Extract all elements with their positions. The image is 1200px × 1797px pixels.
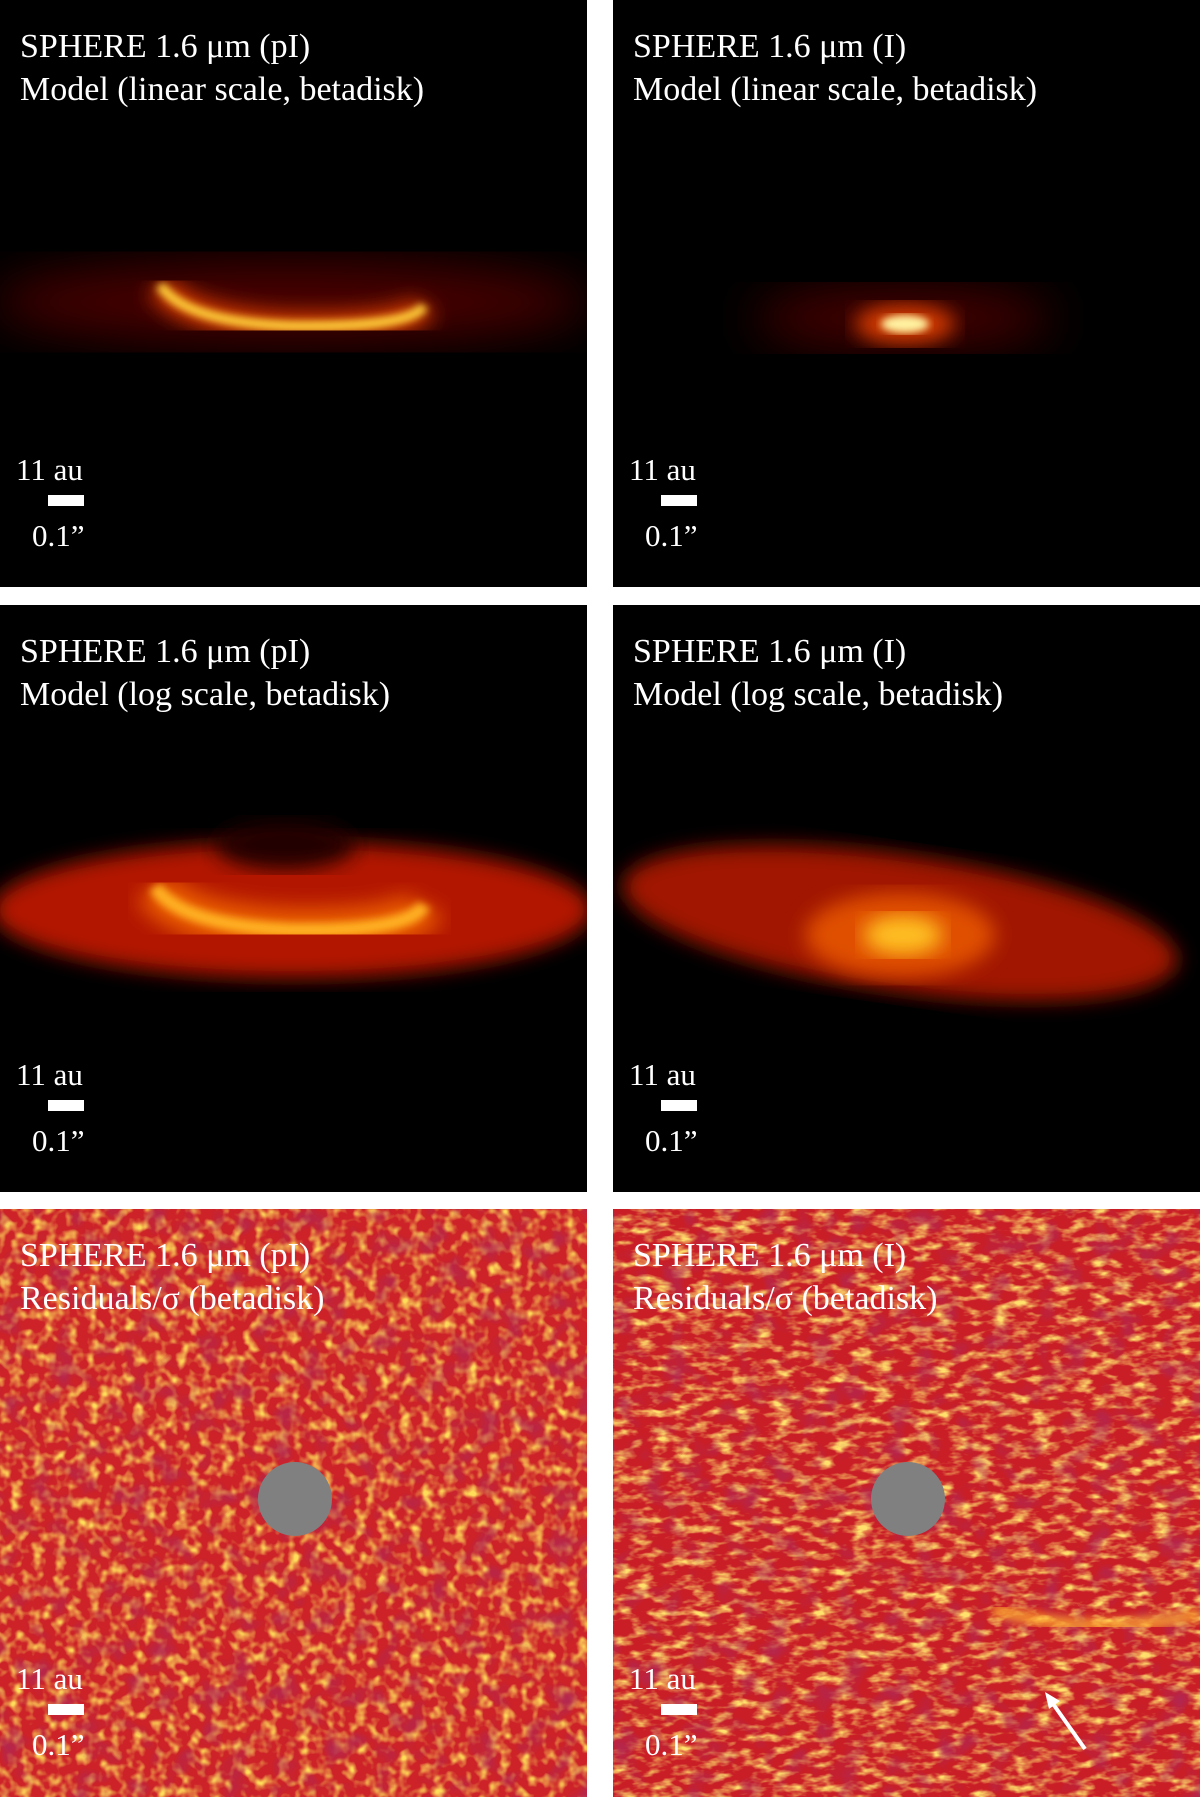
panel: SPHERE 1.6 μm (I) Model (log scale, beta… xyxy=(613,605,1200,1192)
scale-angle: 0.1” xyxy=(32,1727,85,1762)
coronagraph-mask xyxy=(258,1462,332,1536)
scale-distance: 11 au xyxy=(16,1057,83,1092)
scale-distance: 11 au xyxy=(629,1057,696,1092)
subtitle: Model (linear scale, betadisk) xyxy=(633,71,1038,108)
disk-image xyxy=(0,260,587,344)
panel: SPHERE 1.6 μm (I) Model (linear scale, b… xyxy=(613,0,1200,587)
subtitle: Model (log scale, betadisk) xyxy=(20,676,391,713)
scale-bar xyxy=(48,1100,84,1111)
scale-angle: 0.1” xyxy=(645,518,698,553)
residual-map xyxy=(613,1209,1200,1797)
title: SPHERE 1.6 μm (I) xyxy=(633,633,907,670)
title: SPHERE 1.6 μm (I) xyxy=(633,28,907,65)
scale-bar xyxy=(661,1704,697,1715)
subtitle: Residuals/σ (betadisk) xyxy=(20,1280,325,1317)
subtitle: Model (log scale, betadisk) xyxy=(633,676,1004,713)
title: SPHERE 1.6 μm (I) xyxy=(633,1237,907,1274)
scale-bar xyxy=(661,495,697,506)
scale-angle: 0.1” xyxy=(32,1123,85,1158)
disk-image xyxy=(753,288,1053,348)
scale-bar xyxy=(48,495,84,506)
panel: SPHERE 1.6 μm (I) Residuals/σ (betadisk)… xyxy=(613,1209,1200,1797)
title: SPHERE 1.6 μm (pI) xyxy=(20,633,311,670)
scale-bar xyxy=(661,1100,697,1111)
panel: SPHERE 1.6 μm (pI) Model (log scale, bet… xyxy=(0,605,587,1192)
core xyxy=(863,915,943,955)
panel: SPHERE 1.6 μm (pI) Model (linear scale, … xyxy=(0,0,587,587)
scale-angle: 0.1” xyxy=(645,1727,698,1762)
scale-bar xyxy=(48,1704,84,1715)
scale-angle: 0.1” xyxy=(32,518,85,553)
scale-distance: 11 au xyxy=(629,452,696,487)
scale-angle: 0.1” xyxy=(645,1123,698,1158)
disk-image xyxy=(622,845,1178,1001)
title: SPHERE 1.6 μm (pI) xyxy=(20,1237,311,1274)
panel: SPHERE 1.6 μm (pI) Residuals/σ (betadisk… xyxy=(0,1209,587,1797)
halo xyxy=(0,260,587,344)
arrow-head xyxy=(1045,1692,1060,1709)
notch xyxy=(215,820,355,870)
subtitle: Residuals/σ (betadisk) xyxy=(633,1280,938,1317)
arrow-shaft xyxy=(1049,1699,1087,1751)
core xyxy=(881,315,929,333)
scale-distance: 11 au xyxy=(16,1661,83,1696)
ring xyxy=(155,281,429,332)
subtitle: Model (linear scale, betadisk) xyxy=(20,71,425,108)
ring xyxy=(149,882,431,938)
residual-feature xyxy=(990,1602,1200,1633)
scale-distance: 11 au xyxy=(629,1661,696,1696)
residual-map xyxy=(0,1209,587,1797)
scale-distance: 11 au xyxy=(16,452,83,487)
disk-image xyxy=(0,820,587,978)
title: SPHERE 1.6 μm (pI) xyxy=(20,28,311,65)
coronagraph-mask xyxy=(871,1462,945,1536)
